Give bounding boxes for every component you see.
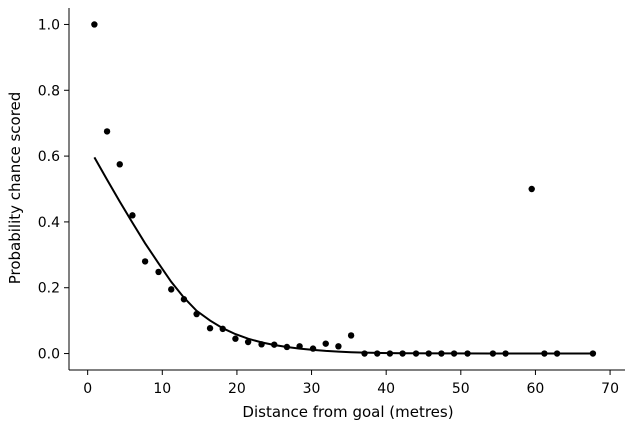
data-point bbox=[91, 21, 98, 28]
data-point bbox=[283, 343, 291, 351]
x-axis-label: Distance from goal (metres) bbox=[242, 403, 453, 421]
data-point bbox=[103, 128, 111, 135]
data-point bbox=[335, 343, 342, 350]
data-point bbox=[309, 345, 317, 352]
data-point bbox=[464, 350, 471, 357]
data-point bbox=[528, 185, 535, 193]
data-point bbox=[116, 161, 123, 168]
data-point bbox=[129, 212, 136, 219]
y-tick-label: 0.2 bbox=[38, 281, 60, 297]
y-tick-label: 0.6 bbox=[38, 149, 60, 165]
data-point bbox=[541, 350, 548, 357]
data-point bbox=[219, 325, 226, 333]
data-point bbox=[425, 350, 432, 357]
data-point bbox=[141, 258, 149, 265]
data-point bbox=[553, 350, 561, 357]
x-tick-label: 30 bbox=[303, 381, 321, 397]
data-point bbox=[502, 350, 509, 357]
data-point bbox=[347, 332, 355, 339]
data-point bbox=[244, 338, 252, 346]
data-point bbox=[155, 268, 162, 276]
data-point bbox=[438, 350, 445, 357]
data-point bbox=[271, 341, 278, 348]
x-tick-label: 60 bbox=[527, 381, 545, 397]
x-tick-label: 70 bbox=[601, 381, 619, 397]
data-point bbox=[206, 325, 214, 332]
data-point bbox=[399, 350, 406, 357]
data-point bbox=[193, 310, 200, 318]
data-point bbox=[412, 350, 420, 357]
data-point bbox=[232, 335, 239, 342]
x-tick-label: 50 bbox=[452, 381, 470, 397]
x-tick-label: 0 bbox=[83, 381, 92, 397]
data-point bbox=[589, 350, 597, 357]
y-axis-label: Probability chance scored bbox=[6, 92, 24, 285]
data-point bbox=[168, 286, 175, 293]
data-point bbox=[258, 341, 265, 348]
fit-line bbox=[93, 156, 593, 355]
x-tick-label: 20 bbox=[228, 381, 246, 397]
y-tick-label: 0.8 bbox=[38, 83, 60, 99]
data-point bbox=[361, 350, 368, 357]
data-point bbox=[450, 350, 458, 357]
y-tick-label: 0.0 bbox=[38, 347, 60, 363]
y-tick-label: 0.4 bbox=[38, 215, 60, 231]
data-point bbox=[296, 343, 303, 350]
data-point bbox=[374, 350, 381, 357]
data-point bbox=[180, 296, 188, 303]
data-point bbox=[322, 340, 329, 347]
x-tick-label: 10 bbox=[153, 381, 171, 397]
data-point bbox=[386, 350, 394, 357]
data-point bbox=[489, 350, 497, 357]
plot-layer bbox=[91, 21, 597, 357]
x-tick-label: 40 bbox=[377, 381, 395, 397]
axes: 0 10 20 30 40 50 60 70 0.0 0.2 0.4 0.6 0.8 1.0 bbox=[38, 8, 625, 397]
y-tick-label: 1.0 bbox=[38, 17, 60, 33]
